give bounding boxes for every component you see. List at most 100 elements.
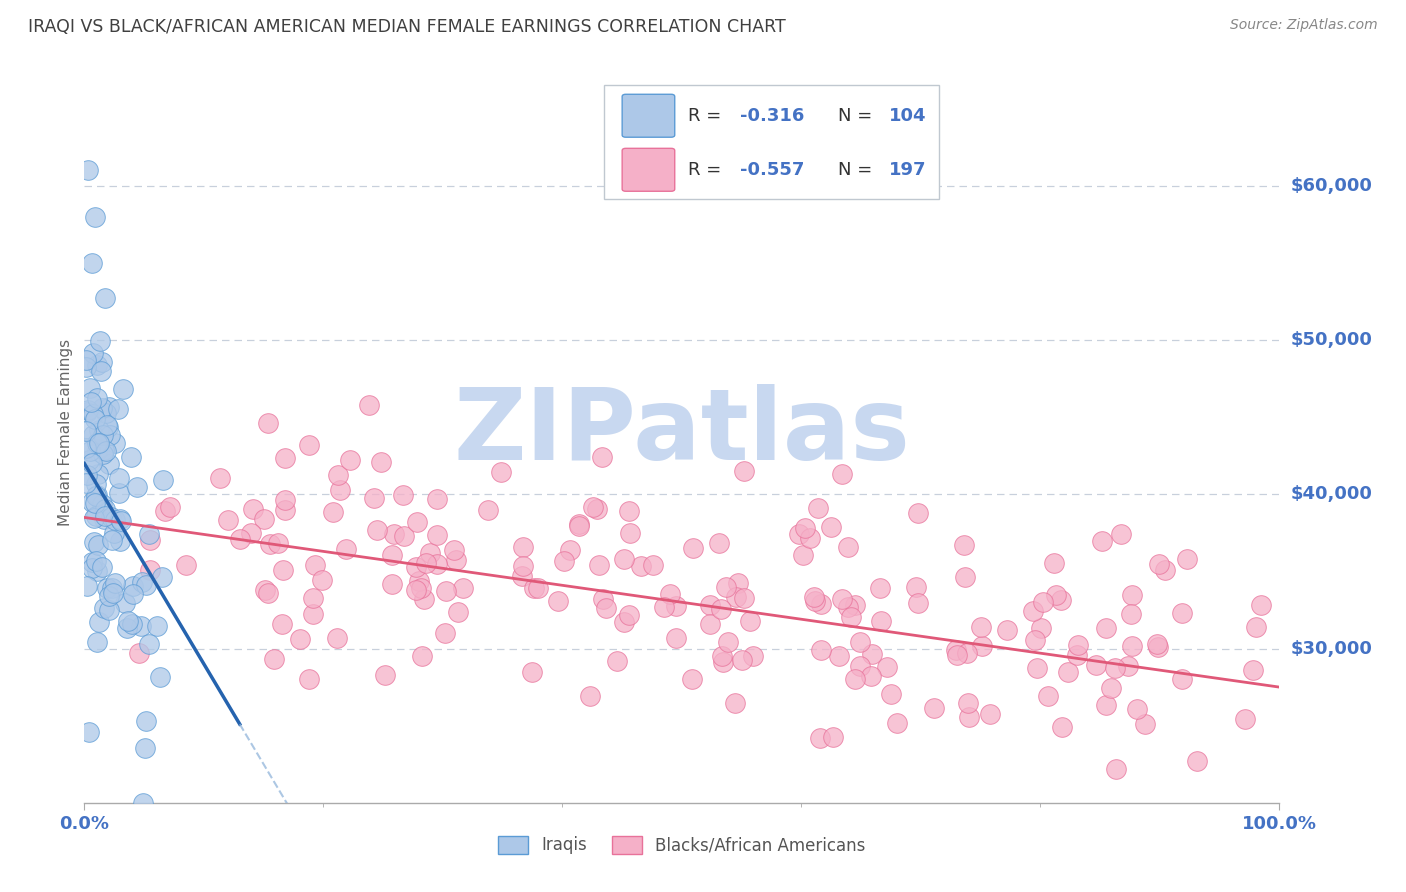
Point (907, 506, 929, 520)
Point (77, 453, 100, 467)
Point (128, 646, 150, 660)
Point (582, 500, 605, 514)
Point (699, 616, 721, 631)
Point (1029, 621, 1052, 635)
Point (592, 592, 614, 607)
Point (87, 539, 110, 553)
Point (134, 740, 156, 755)
Point (714, 580, 737, 594)
Point (568, 517, 591, 532)
Point (1126, 701, 1149, 715)
Point (613, 552, 636, 566)
Text: $30,000: $30,000 (1291, 640, 1372, 657)
Point (510, 569, 533, 583)
Point (869, 614, 891, 628)
Point (1022, 604, 1045, 618)
Point (619, 526, 641, 541)
Point (606, 654, 628, 668)
Point (96, 582, 118, 596)
Point (100, 533, 122, 548)
Point (630, 558, 652, 573)
Point (953, 570, 976, 584)
Point (710, 601, 733, 615)
Point (717, 634, 740, 648)
Point (553, 554, 575, 568)
Point (1146, 637, 1168, 651)
Point (82, 407, 104, 421)
Point (426, 528, 449, 542)
Point (523, 581, 546, 595)
Point (444, 553, 467, 567)
Point (135, 714, 157, 729)
Point (1067, 638, 1090, 652)
Point (325, 631, 347, 645)
Point (77, 725, 100, 739)
Point (139, 563, 162, 577)
Point (94, 508, 117, 523)
Point (75, 441, 97, 455)
Point (844, 598, 866, 612)
Point (831, 467, 853, 482)
Text: Source: ZipAtlas.com: Source: ZipAtlas.com (1230, 18, 1378, 32)
Point (411, 582, 433, 596)
Point (298, 438, 321, 452)
Point (1091, 534, 1114, 549)
Point (75, 359, 97, 374)
Point (595, 601, 617, 615)
Point (374, 668, 396, 682)
Point (1095, 698, 1118, 712)
Point (1066, 648, 1088, 662)
Point (665, 599, 688, 613)
Point (84, 496, 107, 510)
Point (108, 512, 131, 526)
Point (733, 464, 755, 478)
Point (904, 580, 927, 594)
Point (311, 573, 333, 587)
Point (591, 450, 613, 464)
Point (145, 619, 167, 633)
Point (1057, 665, 1080, 680)
Point (405, 582, 427, 597)
Point (79, 444, 101, 458)
Point (75, 475, 97, 490)
FancyBboxPatch shape (623, 95, 675, 137)
Text: R =: R = (688, 107, 721, 125)
Point (97, 589, 120, 603)
Point (98, 400, 121, 414)
FancyBboxPatch shape (623, 148, 675, 191)
Point (138, 527, 160, 541)
Point (75, 425, 97, 439)
Point (326, 467, 349, 482)
Point (357, 398, 380, 412)
Point (1105, 762, 1128, 776)
Point (392, 488, 415, 502)
Point (451, 581, 474, 595)
Point (131, 575, 153, 590)
Point (148, 670, 170, 684)
Point (135, 578, 157, 592)
FancyBboxPatch shape (605, 85, 939, 200)
Point (443, 543, 465, 558)
Point (924, 701, 946, 715)
Point (1104, 661, 1126, 675)
Point (434, 625, 457, 640)
Point (120, 450, 142, 465)
Point (652, 600, 675, 615)
Point (415, 556, 437, 570)
Point (619, 607, 641, 622)
Point (1109, 526, 1132, 541)
Point (240, 526, 263, 541)
Text: N =: N = (838, 161, 873, 178)
Point (682, 541, 704, 555)
Point (860, 648, 883, 662)
Point (80, 395, 103, 409)
Point (411, 649, 433, 664)
Point (808, 731, 831, 745)
Point (90, 401, 112, 416)
Point (363, 491, 385, 506)
Point (114, 596, 136, 610)
Point (1024, 632, 1046, 647)
Point (727, 576, 749, 591)
Point (1119, 607, 1142, 622)
Point (489, 465, 512, 479)
